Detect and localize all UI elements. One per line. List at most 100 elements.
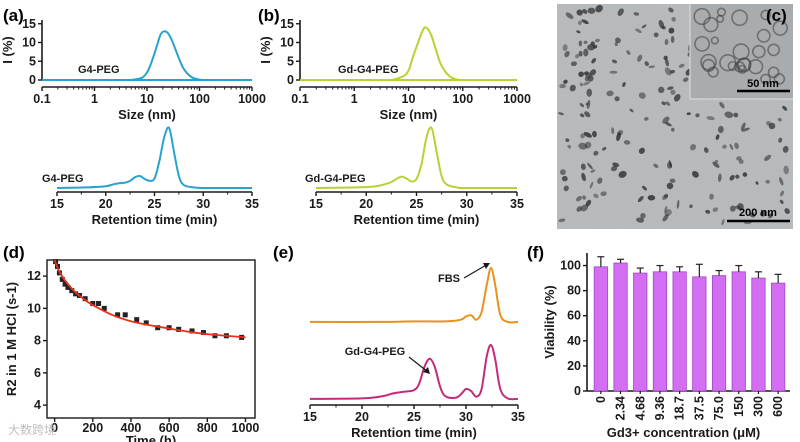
data-point xyxy=(69,288,75,294)
y-tick-label: 60 xyxy=(567,309,581,323)
inset-particle xyxy=(694,35,711,52)
x-tick-label: 150 xyxy=(732,396,746,417)
inset-particle xyxy=(702,58,716,72)
particle xyxy=(637,54,643,62)
particle xyxy=(782,105,788,111)
particle xyxy=(667,86,674,90)
particle xyxy=(635,28,642,33)
particle xyxy=(653,163,659,168)
x-tick-label: 400 xyxy=(121,421,142,435)
particle xyxy=(703,147,709,153)
particle xyxy=(583,81,591,86)
arrow-head xyxy=(423,367,430,374)
particle xyxy=(615,37,621,44)
inset-particle xyxy=(727,60,738,72)
bar xyxy=(692,276,707,392)
bar xyxy=(711,275,727,392)
y-axis-title: I (%) xyxy=(0,36,15,63)
y-tick-label: 10 xyxy=(280,36,294,50)
x-tick-label: 10 xyxy=(402,92,416,106)
particle xyxy=(784,208,790,214)
data-point xyxy=(143,320,149,326)
particle xyxy=(658,20,665,29)
particle xyxy=(717,173,722,182)
particle xyxy=(740,122,746,131)
particle xyxy=(663,193,669,199)
particle xyxy=(653,32,659,38)
particle xyxy=(782,145,789,153)
inset-particle xyxy=(710,36,719,45)
particle xyxy=(668,27,675,34)
x-tick-label: 15 xyxy=(303,410,317,424)
x-tick-label: 0 xyxy=(51,421,58,435)
particle xyxy=(764,154,772,161)
particle xyxy=(717,125,724,134)
particle xyxy=(612,162,620,167)
y-tick-label: 8 xyxy=(34,334,41,348)
panel-a-top-chart: 0 5 10 15 I (%) 0.1 1 10 100 1000 Size (nm) G4-PEG xyxy=(0,17,266,122)
plot-frame xyxy=(46,259,256,419)
particle xyxy=(582,195,587,200)
annotation: Gd-G4-PEG xyxy=(338,64,399,76)
bar xyxy=(771,282,786,392)
particle xyxy=(610,165,618,172)
x-tick-label: 25 xyxy=(410,197,424,211)
particle xyxy=(678,63,685,68)
bar xyxy=(633,272,648,392)
x-tick-label: 800 xyxy=(197,421,218,435)
x-tick-label: 25 xyxy=(148,197,162,211)
y-tick-label: 15 xyxy=(22,17,36,31)
inset-particle xyxy=(772,20,788,36)
particle xyxy=(593,150,599,156)
x-tick-label: 600 xyxy=(771,396,785,417)
particle xyxy=(765,179,770,184)
y-tick-label: 0 xyxy=(29,73,36,87)
y-tick-label: 10 xyxy=(22,36,36,50)
arrow-head xyxy=(483,263,490,269)
particle xyxy=(576,9,583,16)
particle xyxy=(600,191,607,197)
particle xyxy=(636,217,645,223)
inset-particle xyxy=(693,7,711,26)
particle xyxy=(579,82,583,87)
particle xyxy=(673,94,681,102)
data-point xyxy=(90,301,96,307)
x-tick-label: 1000 xyxy=(503,92,531,106)
bar xyxy=(593,266,608,392)
particle xyxy=(749,212,756,218)
y-tick-label: 6 xyxy=(34,366,41,380)
x-tick-label: 30 xyxy=(460,197,474,211)
x-tick-label: 35 xyxy=(511,410,525,424)
particle xyxy=(576,206,582,212)
particle xyxy=(692,170,699,178)
y-tick-label: 80 xyxy=(567,284,581,298)
particle xyxy=(626,50,631,55)
data-point xyxy=(101,305,107,311)
y-tick-label: 15 xyxy=(280,17,294,31)
particle xyxy=(584,141,592,149)
inset-particle xyxy=(773,73,786,85)
particle xyxy=(633,12,640,16)
particle xyxy=(665,101,671,106)
particle xyxy=(580,163,586,171)
particle xyxy=(587,162,593,170)
particle xyxy=(559,169,566,175)
particle xyxy=(579,113,585,118)
particle xyxy=(577,20,582,25)
particle xyxy=(578,40,583,47)
data-point xyxy=(96,301,102,307)
particle xyxy=(665,122,672,127)
particle xyxy=(665,58,669,67)
x-axis-title: Size (nm) xyxy=(380,107,438,122)
data-point xyxy=(200,330,206,336)
x-tick-label: 100 xyxy=(452,92,473,106)
particle xyxy=(593,193,599,199)
particle xyxy=(559,83,566,89)
data-point xyxy=(122,312,128,318)
y-tick-label: 20 xyxy=(567,359,581,373)
particle xyxy=(585,199,592,207)
particle xyxy=(582,9,588,14)
particle xyxy=(575,196,582,202)
y-tick-label: 10 xyxy=(27,301,41,315)
